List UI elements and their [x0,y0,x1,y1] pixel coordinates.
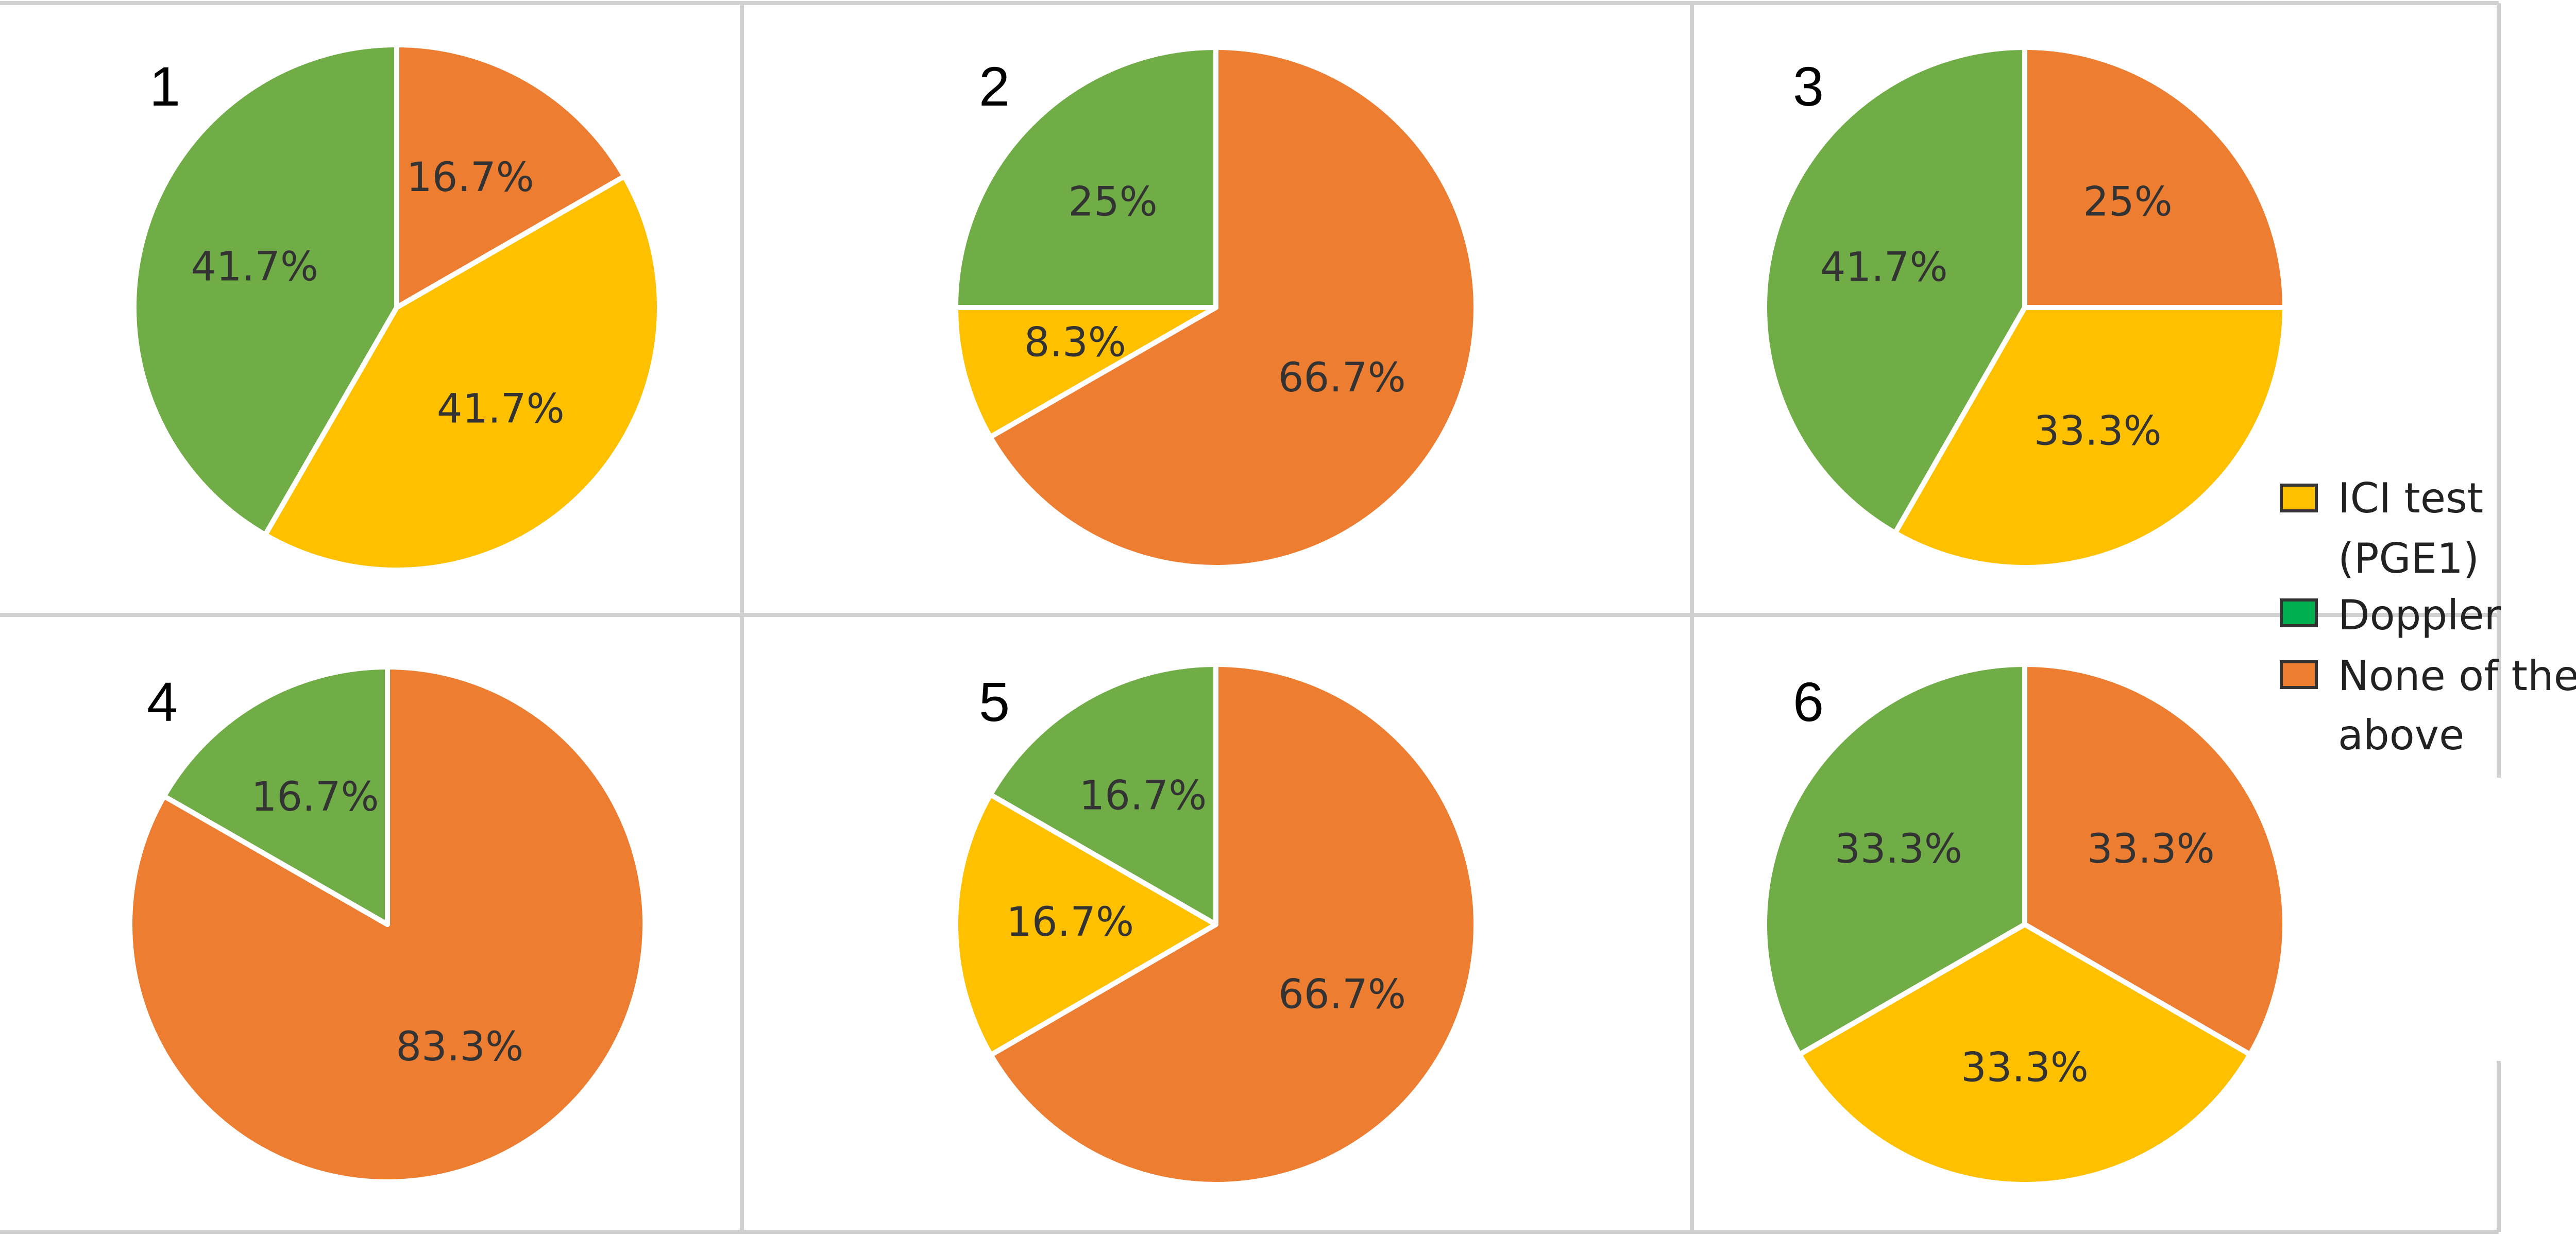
pie-charts: 16.7% 41.7% 41.7% 66.7% 8.3% 25% 25% 33.3% 41.7%… [127,42,2287,1187]
pie-5-label-ici-test: 16.7% [1006,899,1134,946]
pie-2-slice-doppler [953,45,1218,310]
legend: ICI test (PGE1) Doppler None of the abov… [2280,474,2576,759]
pie-4-label-none-of-the-above: 83.3% [396,1024,523,1070]
pie-6-slice-none-of-the-above [2022,662,2287,1057]
panel-number-6: 6 [1793,671,1824,733]
pie-6-slice-ici-test [1797,922,2253,1187]
pie-chart-1: 16.7% 41.7% 41.7% [131,42,662,573]
panel-number-3: 3 [1793,55,1824,117]
pie-3-label-none-of-the-above: 25% [2083,179,2172,225]
pie-chart-6: 33.3% 33.3% 33.3% [1762,662,2287,1187]
pie-5-slice-doppler [988,662,1218,927]
pie-5-label-doppler: 16.7% [1079,773,1207,819]
pie-3-slice-ici-test [1892,305,2287,570]
pie-3-label-doppler: 41.7% [1820,245,1948,291]
panel-grid [0,1,2501,1234]
pie-chart-3: 25% 33.3% 41.7% [1762,45,2287,570]
panel-number-2: 2 [979,55,1010,117]
pie-6-label-none-of-the-above: 33.3% [2087,826,2215,872]
pie-1-label-ici-test: 41.7% [437,386,565,433]
panel-number-1: 1 [149,55,180,117]
pie-1-slice-none-of-the-above [394,42,627,310]
pie-1-slice-doppler [131,42,399,538]
legend-label-none-of-the-above-line2: above [2338,711,2464,759]
pie-4-slice-none-of-the-above [127,664,648,1184]
pie-6-label-ici-test: 33.3% [1961,1044,2089,1091]
pie-chart-4: 83.3% 16.7% [127,664,648,1184]
pie-1-slice-ici-test [262,174,662,573]
pie-6-label-doppler: 33.3% [1835,826,1962,872]
pie-2-label-ici-test: 8.3% [1024,319,1126,366]
legend-label-none-of-the-above-line1: None of the [2338,652,2576,700]
pie-3-label-ici-test: 33.3% [2034,408,2162,454]
legend-swatch-none-of-the-above [2280,660,2318,689]
pie-2-label-none-of-the-above: 66.7% [1278,355,1406,401]
pie-6-slice-doppler [1762,662,2027,1057]
pie-5-slice-ici-test [953,792,1218,1058]
pie-5-slice-none-of-the-above [988,662,1479,1187]
pie-4-label-doppler: 16.7% [251,774,379,820]
pie-3-slice-none-of-the-above [2022,45,2287,310]
pie-1-label-none-of-the-above: 16.7% [406,154,534,201]
pie-4-slice-doppler [161,664,390,927]
legend-swatch-ici-test [2280,484,2318,512]
panel-number-4: 4 [147,671,178,733]
pie-chart-2: 66.7% 8.3% 25% [953,45,1479,570]
pie-2-slice-none-of-the-above [988,45,1479,570]
pie-5-label-none-of-the-above: 66.7% [1278,972,1406,1018]
legend-label-doppler: Doppler [2338,591,2501,639]
panel-number-5: 5 [979,671,1010,733]
legend-swatch-doppler [2280,598,2318,627]
pie-chart-5: 66.7% 16.7% 16.7% [953,662,1479,1187]
legend-label-ici-test-line1: ICI test [2338,474,2483,522]
pie-3-slice-doppler [1762,45,2027,536]
pie-1-label-doppler: 41.7% [191,244,318,290]
panel-numbers: 1 2 3 4 5 6 [147,55,1824,733]
pie-2-label-doppler: 25% [1068,179,1157,225]
legend-label-ici-test-line2: (PGE1) [2338,535,2479,582]
pie-2-slice-ici-test [953,305,1218,440]
